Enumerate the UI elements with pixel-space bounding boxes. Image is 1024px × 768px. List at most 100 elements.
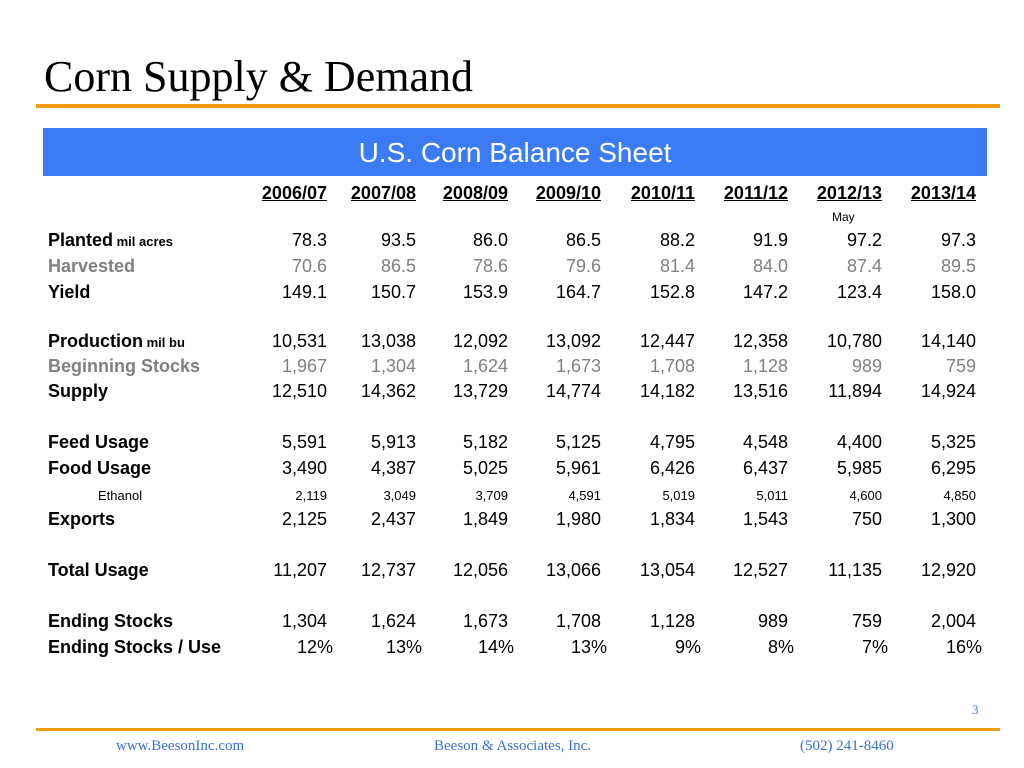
- table-cell: 1,543: [742, 509, 788, 529]
- row-label: Total Usage: [48, 559, 149, 581]
- table-cell: 1,967: [281, 356, 327, 376]
- row-label-text: Food Usage: [48, 458, 152, 478]
- table-cell: 2,004: [930, 611, 976, 631]
- table-cell: 1,708: [649, 356, 695, 376]
- table-cell: 150.7: [370, 282, 416, 302]
- table-row: Ending Stocks 1,304 1,624 1,673 1,708 1,128 98…: [0, 610, 1024, 636]
- table-cell: 12,358: [732, 331, 788, 351]
- table-cell: 86.0: [472, 230, 508, 250]
- row-label: Ethanol: [98, 485, 142, 507]
- table-cell: 86.5: [565, 230, 601, 250]
- table-cell: 86.5: [380, 256, 416, 276]
- footer-website: www.BeesonInc.com: [116, 738, 245, 754]
- row-label-text: Production: [48, 331, 143, 351]
- row-label: Yield: [48, 281, 90, 303]
- table-cell: 158.0: [930, 282, 976, 302]
- table-cell: 70.6: [291, 256, 327, 276]
- table-cell: 1,128: [742, 356, 788, 376]
- footer-phone: (502) 241-8460: [800, 738, 894, 754]
- table-cell: 5,985: [836, 458, 882, 478]
- table-cell: 6,295: [930, 458, 976, 478]
- table-cell: 1,980: [555, 509, 601, 529]
- table-cell: 2,125: [281, 509, 327, 529]
- table-cell: 14,774: [545, 381, 601, 401]
- table-cell: 12,447: [639, 331, 695, 351]
- table-cell: 4,548: [742, 432, 788, 452]
- row-label-text: Beginning Stocks: [48, 356, 201, 376]
- band-title: U.S. Corn Balance Sheet: [358, 137, 672, 168]
- row-label-text: Feed Usage: [48, 432, 150, 452]
- table-cell: 79.6: [565, 256, 601, 276]
- table-cell: 147.2: [742, 282, 788, 302]
- table-cell: 12,092: [452, 331, 508, 351]
- table-cell: 1,128: [649, 611, 695, 631]
- table-cell: 16%: [945, 637, 982, 657]
- table-cell: 13%: [385, 637, 422, 657]
- table-header-band: U.S. Corn Balance Sheet: [43, 128, 987, 176]
- table-cell: 4,795: [649, 432, 695, 452]
- table-cell: 1,300: [930, 509, 976, 529]
- table-cell: 989: [757, 611, 788, 631]
- row-label: Harvested: [48, 255, 135, 277]
- table-cell: 759: [851, 611, 882, 631]
- table-cell: 1,304: [281, 611, 327, 631]
- table-row: Planted mil acres 78.3 93.5 86.0 86.5 88.2 91.…: [0, 229, 1024, 255]
- table-cell: 8%: [767, 637, 794, 657]
- table-cell: 10,531: [271, 331, 327, 351]
- column-header: 2007/08: [350, 183, 416, 203]
- table-cell: 5,325: [930, 432, 976, 452]
- table-row: Beginning Stocks 1,967 1,304 1,624 1,673 1,70…: [0, 355, 1024, 381]
- table-cell: 3,490: [281, 458, 327, 478]
- row-unit: mil bu: [143, 335, 185, 350]
- row-label-text: Ethanol: [98, 488, 143, 503]
- table-row: Total Usage 11,207 12,737 12,056 13,066 13,05…: [0, 559, 1024, 585]
- table-cell: 78.3: [291, 230, 327, 250]
- row-label: Food Usage: [48, 457, 151, 479]
- table-cell: 11,207: [273, 560, 327, 580]
- table-cell: 13,038: [360, 331, 416, 351]
- table-row: Supply 12,510 14,362 13,729 14,774 14,182 13,5…: [0, 380, 1024, 406]
- row-label-text: Total Usage: [48, 560, 149, 580]
- table-cell: 5,025: [462, 458, 508, 478]
- table-cell: 164.7: [555, 282, 601, 302]
- table-cell: 4,400: [836, 432, 882, 452]
- table-cell: 1,673: [462, 611, 508, 631]
- table-cell: 13,729: [452, 381, 508, 401]
- table-cell: 5,961: [555, 458, 601, 478]
- table-cell: 4,600: [849, 488, 882, 503]
- table-cell: 88.2: [659, 230, 695, 250]
- table-cell: 13,054: [639, 560, 695, 580]
- column-header: 2009/10: [535, 183, 601, 203]
- table-cell: 12,737: [360, 560, 416, 580]
- row-label: Ending Stocks / Use: [48, 636, 221, 658]
- column-header: 2006/07: [261, 183, 327, 203]
- table-row: Exports 2,125 2,437 1,849 1,980 1,834 1,543 750…: [0, 508, 1024, 534]
- table-cell: 91.9: [752, 230, 788, 250]
- table-cell: 4,591: [568, 488, 601, 503]
- column-header: 2012/13: [816, 183, 882, 203]
- row-label-text: Harvested: [48, 256, 136, 276]
- table-cell: 2,119: [295, 488, 327, 503]
- table-cell: 14%: [477, 637, 514, 657]
- row-label-text: Exports: [48, 509, 116, 529]
- column-header: 2011/12: [723, 183, 788, 203]
- table-cell: 2,437: [370, 509, 416, 529]
- row-label: Feed Usage: [48, 431, 149, 453]
- table-cell: 1,849: [462, 509, 508, 529]
- table-row: Harvested 70.6 86.5 78.6 79.6 81.4 84.0 87.4 89.…: [0, 255, 1024, 281]
- table-cell: 759: [945, 356, 976, 376]
- row-label: Ending Stocks: [48, 610, 173, 632]
- row-label-text: Supply: [48, 381, 109, 401]
- table-cell: 14,140: [920, 331, 976, 351]
- table-cell: 13%: [570, 637, 607, 657]
- table-cell: 3,709: [475, 488, 508, 503]
- table-cell: 14,924: [920, 381, 976, 401]
- row-label: Planted mil acres: [48, 229, 173, 253]
- table-cell: 750: [851, 509, 882, 529]
- table-cell: 6,437: [742, 458, 788, 478]
- table-cell: 1,673: [555, 356, 601, 376]
- row-label-text: Ending Stocks: [48, 611, 174, 631]
- table-cell: 13,516: [732, 381, 788, 401]
- table-row: Production mil bu 10,531 13,038 12,092 13,09…: [0, 330, 1024, 356]
- table-cell: 12%: [296, 637, 333, 657]
